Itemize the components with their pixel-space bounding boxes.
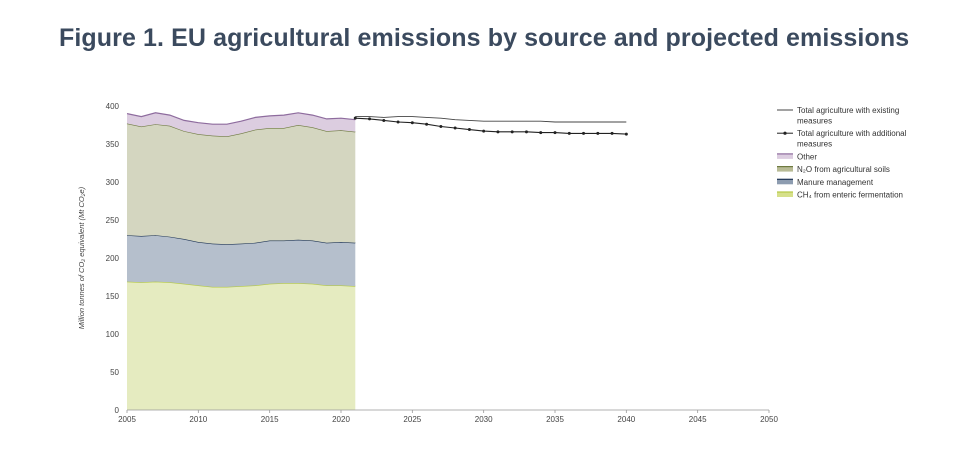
legend-label: N₂O from agricultural soils [797, 165, 890, 174]
additional-measures-marker [353, 116, 357, 120]
legend-swatch [777, 192, 793, 197]
legend-label: measures [797, 140, 832, 149]
stacked-areas [126, 112, 356, 410]
additional-measures-marker [567, 131, 571, 135]
chart-legend: Total agriculture with existing measures T… [777, 106, 907, 200]
page-title: Figure 1. EU agricultural emissions by s… [59, 24, 910, 52]
additional-measures-marker [368, 117, 372, 121]
legend-label: Other [797, 152, 817, 161]
x-tick-label: 2030 [475, 415, 493, 424]
additional-measures-line [355, 117, 627, 135]
legend-label: Total agriculture with existing [797, 106, 899, 115]
x-tick-label: 2020 [332, 415, 350, 424]
y-tick-label: 400 [106, 102, 120, 111]
additional-measures-marker [496, 130, 500, 134]
additional-measures-marker [382, 118, 386, 122]
y-axis-label: Million tonnes of CO₂ equivalent (Mt CO₂… [77, 186, 86, 329]
x-tick-label: 2045 [689, 415, 707, 424]
legend-label: measures [797, 117, 832, 126]
area-manure-management [127, 235, 356, 287]
legend-swatch [777, 153, 793, 159]
additional-measures-marker [425, 122, 429, 126]
additional-measures-marker [524, 130, 528, 134]
y-tick-label: 50 [110, 368, 119, 377]
y-tick-label: 0 [115, 406, 120, 415]
x-tick-label: 2040 [617, 415, 635, 424]
additional-measures-marker [453, 126, 457, 130]
y-tick-label: 100 [106, 330, 120, 339]
x-tick-label: 2015 [261, 415, 279, 424]
x-tick-label: 2010 [189, 415, 207, 424]
additional-measures-marker [624, 132, 628, 136]
legend-marker [783, 131, 787, 135]
y-tick-label: 150 [106, 292, 120, 301]
x-tick-label: 2005 [118, 415, 136, 424]
legend-label: Total agriculture with additional [797, 129, 907, 138]
y-tick-label: 200 [106, 254, 120, 263]
line-other [126, 112, 356, 125]
additional-measures-marker [596, 131, 600, 135]
x-tick-label: 2050 [760, 415, 778, 424]
additional-measures-marker [582, 131, 586, 135]
existing-measures-line [355, 116, 627, 123]
additional-measures-marker [396, 120, 400, 124]
area-other [127, 112, 356, 137]
additional-measures-marker [410, 121, 414, 125]
area-ch-from-enteric-fermentation [127, 281, 356, 410]
y-tick-label: 250 [106, 216, 120, 225]
projection-lines [353, 116, 628, 136]
legend-swatch [777, 166, 793, 172]
area-n-o-from-agricultural-soils [127, 123, 356, 245]
additional-measures-marker [539, 131, 543, 135]
additional-measures-marker [610, 131, 614, 135]
legend-label: CH₄ from enteric fermentation [797, 191, 903, 200]
additional-measures-marker [439, 125, 443, 129]
y-tick-label: 300 [106, 178, 120, 187]
additional-measures-marker [467, 128, 471, 132]
additional-measures-marker [482, 129, 486, 133]
additional-measures-marker [553, 131, 557, 135]
legend-label: Manure management [797, 178, 874, 187]
x-tick-label: 2025 [403, 415, 421, 424]
additional-measures-marker [510, 130, 514, 134]
chart-axes: 2005 2010 2015 2020 2025 2030 2035 2040 2045 2050… [77, 102, 778, 424]
x-tick-label: 2035 [546, 415, 564, 424]
legend-swatch [777, 179, 793, 185]
y-tick-label: 350 [106, 140, 120, 149]
